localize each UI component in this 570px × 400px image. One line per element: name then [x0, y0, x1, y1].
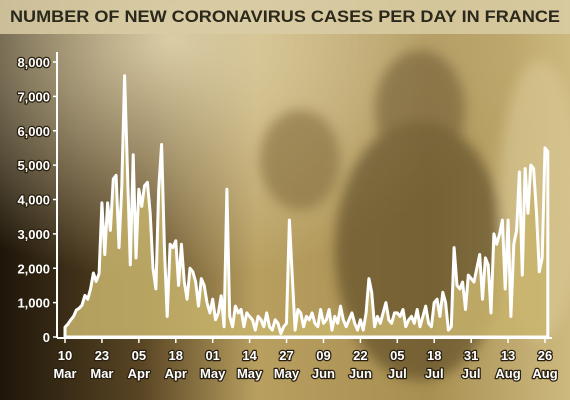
x-tick-label: 18 — [427, 348, 441, 363]
x-tick-label: 31 — [464, 348, 478, 363]
y-tick-label: 4,000 — [17, 193, 50, 208]
x-tick-label: Mar — [53, 366, 76, 381]
x-tick-label: Aug — [532, 366, 557, 381]
x-tick-label: 10 — [58, 348, 72, 363]
y-tick-label: 1,000 — [17, 296, 50, 311]
x-tick-label: Jul — [425, 366, 444, 381]
x-tick-label: 13 — [501, 348, 515, 363]
x-tick-label: 01 — [205, 348, 219, 363]
y-tick-label: 2,000 — [17, 261, 50, 276]
x-tick-label: 05 — [390, 348, 404, 363]
y-tick-label: 8,000 — [17, 55, 50, 70]
x-tick-label: 26 — [538, 348, 552, 363]
x-tick-label: 18 — [169, 348, 183, 363]
y-tick-label: 3,000 — [17, 227, 50, 242]
chart-title: NUMBER OF NEW CORONAVIRUS CASES PER DAY … — [10, 7, 560, 26]
x-tick-label: 14 — [242, 348, 257, 363]
x-tick-label: Apr — [128, 366, 150, 381]
title-band — [0, 0, 570, 34]
x-tick-label: 05 — [132, 348, 146, 363]
x-tick-label: 23 — [95, 348, 109, 363]
x-tick-label: Jul — [388, 366, 407, 381]
x-tick-label: Jul — [462, 366, 481, 381]
x-tick-label: Aug — [495, 366, 520, 381]
x-tick-label: Jun — [312, 366, 335, 381]
x-tick-label: May — [237, 366, 263, 381]
x-tick-label: May — [200, 366, 226, 381]
x-tick-label: Apr — [165, 366, 187, 381]
y-tick-label: 5,000 — [17, 158, 50, 173]
y-tick-label: 7,000 — [17, 89, 50, 104]
area — [63, 74, 550, 339]
x-tick-label: Mar — [90, 366, 113, 381]
x-tick-label: 27 — [279, 348, 293, 363]
x-tick-label: May — [274, 366, 300, 381]
x-tick-label: 22 — [353, 348, 367, 363]
y-tick-label: 0 — [43, 330, 50, 345]
x-tick-label: Jun — [349, 366, 372, 381]
x-tick-label: 09 — [316, 348, 330, 363]
y-tick-label: 6,000 — [17, 124, 50, 139]
